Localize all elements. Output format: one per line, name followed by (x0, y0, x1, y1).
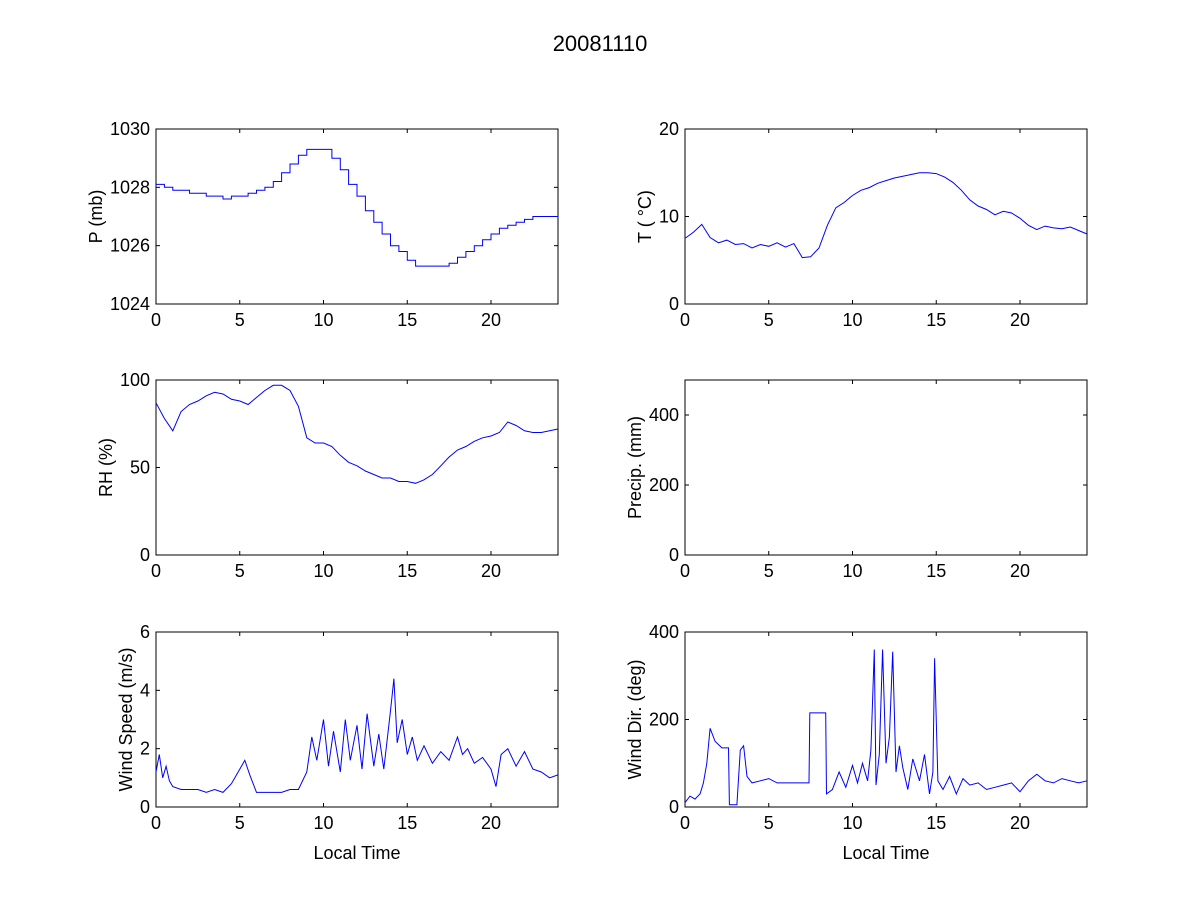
y-tick-label-precipitation: 0 (669, 545, 679, 565)
y-tick-label-pressure: 1030 (110, 119, 150, 139)
plot-area-wind-speed (155, 631, 559, 808)
series-line-temperature (684, 172, 1088, 259)
series-line-wind-speed (155, 678, 559, 793)
axes-relative-humidity: 0 5 10 15 20 0 50 100 RH (%) (96, 370, 559, 581)
y-tick-label-temperature: 10 (659, 207, 679, 227)
x-tick-label-wind-speed: 20 (481, 813, 501, 833)
plot-area-temperature (684, 128, 1088, 305)
x-axis-label-wind-direction: Local Time (842, 843, 929, 863)
y-axis-label-pressure: P (mb) (86, 190, 106, 244)
y-tick-label-temperature: 0 (669, 294, 679, 314)
y-tick-label-relative-humidity: 50 (130, 458, 150, 478)
y-tick-label-wind-speed: 6 (140, 622, 150, 642)
x-tick-label-wind-speed: 10 (313, 813, 333, 833)
axes-pressure: 0 5 10 15 20 1024 1026 1028 1030 P (mb) (86, 119, 559, 330)
y-axis-label-wind-direction: Wind Dir. (deg) (625, 659, 645, 779)
x-tick-label-wind-direction: 15 (926, 813, 946, 833)
series-line-pressure (156, 148, 558, 267)
x-tick-label-temperature: 0 (680, 310, 690, 330)
x-tick-label-pressure: 0 (151, 310, 161, 330)
x-tick-label-wind-direction: 5 (764, 813, 774, 833)
y-tick-label-wind-direction: 200 (649, 710, 679, 730)
x-tick-label-wind-direction: 20 (1010, 813, 1030, 833)
y-tick-label-wind-direction: 400 (649, 622, 679, 642)
x-tick-label-wind-direction: 10 (842, 813, 862, 833)
y-tick-label-pressure: 1026 (110, 236, 150, 256)
y-tick-label-wind-speed: 0 (140, 797, 150, 817)
x-tick-label-temperature: 15 (926, 310, 946, 330)
x-axis-label-wind-speed: Local Time (313, 843, 400, 863)
y-tick-label-precipitation: 200 (649, 475, 679, 495)
figure-title: 20081110 (552, 31, 648, 56)
x-tick-label-pressure: 20 (481, 310, 501, 330)
y-axis-label-precipitation: Precip. (mm) (625, 416, 645, 519)
x-tick-label-temperature: 5 (764, 310, 774, 330)
x-tick-label-pressure: 5 (235, 310, 245, 330)
y-tick-label-wind-speed: 4 (140, 680, 150, 700)
y-tick-label-temperature: 20 (659, 119, 679, 139)
x-tick-label-precipitation: 20 (1010, 561, 1030, 581)
x-tick-label-relative-humidity: 5 (235, 561, 245, 581)
y-axis-label-wind-speed: Wind Speed (m/s) (116, 647, 136, 791)
x-tick-label-wind-speed: 5 (235, 813, 245, 833)
x-tick-label-wind-speed: 15 (397, 813, 417, 833)
x-tick-label-precipitation: 10 (842, 561, 862, 581)
y-tick-label-wind-speed: 2 (140, 739, 150, 759)
x-tick-label-relative-humidity: 15 (397, 561, 417, 581)
x-tick-label-precipitation: 5 (764, 561, 774, 581)
x-tick-label-precipitation: 15 (926, 561, 946, 581)
y-tick-label-pressure: 1024 (110, 294, 150, 314)
series-line-wind-direction (684, 649, 1088, 806)
plot-area-relative-humidity (155, 379, 559, 556)
x-tick-label-wind-direction: 0 (680, 813, 690, 833)
x-tick-label-relative-humidity: 20 (481, 561, 501, 581)
x-tick-label-temperature: 20 (1010, 310, 1030, 330)
x-tick-label-temperature: 10 (842, 310, 862, 330)
plot-area-wind-direction (684, 631, 1088, 808)
x-tick-label-precipitation: 0 (680, 561, 690, 581)
y-tick-label-precipitation: 400 (649, 405, 679, 425)
y-tick-label-relative-humidity: 100 (120, 370, 150, 390)
axes-temperature: 0 5 10 15 20 0 10 20 T ( °C) (635, 119, 1088, 330)
plot-area-precipitation (684, 379, 1088, 556)
y-tick-label-wind-direction: 0 (669, 797, 679, 817)
plot-area-pressure (155, 128, 559, 305)
y-tick-label-relative-humidity: 0 (140, 545, 150, 565)
x-tick-label-pressure: 15 (397, 310, 417, 330)
x-tick-label-wind-speed: 0 (151, 813, 161, 833)
y-axis-label-temperature: T ( °C) (635, 190, 655, 243)
series-line-relative-humidity (155, 384, 559, 484)
x-tick-label-relative-humidity: 0 (151, 561, 161, 581)
y-tick-label-pressure: 1028 (110, 177, 150, 197)
x-tick-label-relative-humidity: 10 (313, 561, 333, 581)
y-axis-label-relative-humidity: RH (%) (96, 438, 116, 497)
x-tick-label-pressure: 10 (313, 310, 333, 330)
